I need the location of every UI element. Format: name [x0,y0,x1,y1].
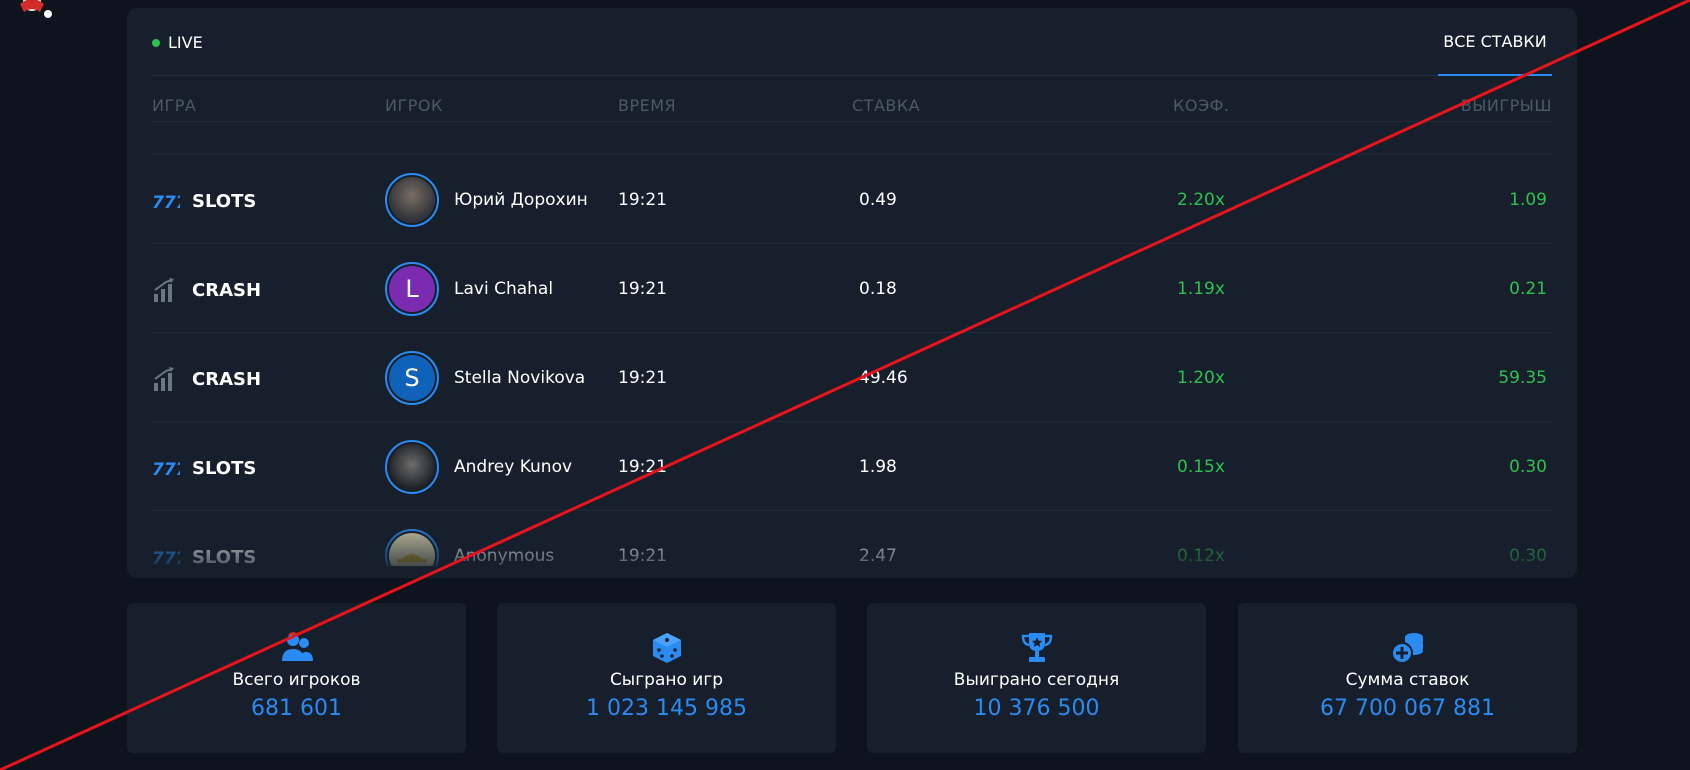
coefficient: 0.15x [1177,457,1225,477]
live-badge: LIVE [152,33,203,52]
coefficient: 0.12x [1177,546,1225,566]
stat-value: 67 700 067 881 [1320,696,1495,721]
stat-card-bets-sum: Сумма ставок 67 700 067 881 [1238,603,1577,753]
win-amount: 59.35 [1498,368,1547,388]
column-game: ИГРА [152,96,197,115]
stat-value: 1 023 145 985 [586,696,747,721]
santa-hat-decoration-icon [20,0,52,18]
avatar [385,173,439,227]
table-row [152,122,1552,155]
slots-777-icon: 777 [152,549,180,566]
game-name: CRASH [192,279,262,301]
bet-amount: 49.46 [859,368,908,388]
avatar-photo [389,444,435,490]
panel-header: LIVE ВСЕ СТАВКИ [152,8,1552,76]
table-row: 777 SLOTS Anonymous 19:21 2.47 0.12x 0.3… [152,511,1552,566]
avatar-photo [389,177,435,223]
bets-table-body: 777 SLOTS Юрий Дорохин 19:21 0.49 2.20x … [152,122,1552,566]
game-cell: CRASH [152,278,261,302]
coefficient: 1.19x [1177,279,1225,299]
slots-777-icon: 777 [152,460,180,480]
stat-label: Сыграно игр [609,670,724,690]
stat-card-games: Сыграно игр 1 023 145 985 [497,603,836,753]
avatar: L [385,262,439,316]
bet-amount: 2.47 [859,546,897,566]
column-player: ИГРОК [385,96,443,115]
crash-chart-icon [154,278,174,302]
game-name: SLOTS [192,190,257,212]
avatar-anonymous-icon [389,533,435,566]
win-amount: 1.09 [1509,190,1547,210]
table-row: 777 SLOTS Andrey Kunov 19:21 1.98 0.15x … [152,422,1552,511]
player-name: Stella Novikova [454,368,586,388]
stat-card-players: Всего игроков 681 601 [127,603,466,753]
avatar [385,440,439,494]
tab-all-bets[interactable]: ВСЕ СТАВКИ [1438,8,1552,76]
stat-label: Сумма ставок [1345,670,1470,690]
svg-text:777: 777 [152,193,180,213]
bet-amount: 1.98 [859,457,897,477]
win-amount: 0.30 [1509,457,1547,477]
stats-row: Всего игроков 681 601 Сыграно игр 1 023 … [127,603,1577,753]
player-name: Юрий Дорохин [454,190,588,210]
player-name: Lavi Chahal [454,279,554,299]
avatar: S [385,351,439,405]
game-cell: 777 SLOTS [152,545,257,567]
column-time: ВРЕМЯ [618,96,677,115]
table-row: CRASH L Lavi Chahal 19:21 0.18 1.19x 0.2… [152,244,1552,333]
table-row: 777 SLOTS Юрий Дорохин 19:21 0.49 2.20x … [152,155,1552,244]
avatar-letter: L [389,266,435,312]
trophy-icon [1021,633,1052,662]
game-name: SLOTS [192,546,257,567]
live-bets-panel: LIVE ВСЕ СТАВКИ ИГРА ИГРОК ВРЕМЯ СТАВКА … [127,8,1577,578]
stat-label: Выиграно сегодня [953,670,1120,690]
svg-text:777: 777 [152,549,180,566]
coins-icon [1390,633,1423,664]
stat-value: 681 601 [251,696,342,721]
coefficient: 2.20x [1177,190,1225,210]
column-coef: КОЭФ. [1173,96,1230,115]
bet-time: 19:21 [618,546,667,566]
table-row: CRASH S Stella Novikova 19:21 49.46 1.20… [152,333,1552,422]
live-indicator-icon [152,38,160,47]
avatar-letter: S [389,355,435,401]
avatar [385,529,439,566]
win-amount: 0.21 [1509,279,1547,299]
bet-amount: 0.49 [859,190,897,210]
live-label: LIVE [168,33,203,52]
win-amount: 0.30 [1509,546,1547,566]
player-name: Andrey Kunov [454,457,573,477]
bet-time: 19:21 [618,368,667,388]
column-win: ВЫИГРЫШ [1460,96,1552,115]
game-cell: 777 SLOTS [152,456,257,481]
game-name: SLOTS [192,457,257,479]
bet-time: 19:21 [618,279,667,299]
table-header: ИГРА ИГРОК ВРЕМЯ СТАВКА КОЭФ. ВЫИГРЫШ [152,84,1552,122]
stat-value: 10 376 500 [973,696,1100,721]
bet-time: 19:21 [618,457,667,477]
stat-label: Всего игроков [232,670,361,690]
game-name: CRASH [192,368,262,390]
svg-text:777: 777 [152,460,180,480]
slots-777-icon: 777 [152,193,180,213]
column-bet: СТАВКА [852,96,921,115]
stat-card-won-today: Выиграно сегодня 10 376 500 [867,603,1206,753]
crash-chart-icon [154,367,174,391]
coefficient: 1.20x [1177,368,1225,388]
bet-time: 19:21 [618,190,667,210]
bet-amount: 0.18 [859,279,897,299]
users-icon [281,632,313,661]
game-cell: 777 SLOTS [152,189,257,214]
game-cell: CRASH [152,367,261,391]
dice-icon [652,633,681,663]
player-name: Anonymous [454,546,555,566]
